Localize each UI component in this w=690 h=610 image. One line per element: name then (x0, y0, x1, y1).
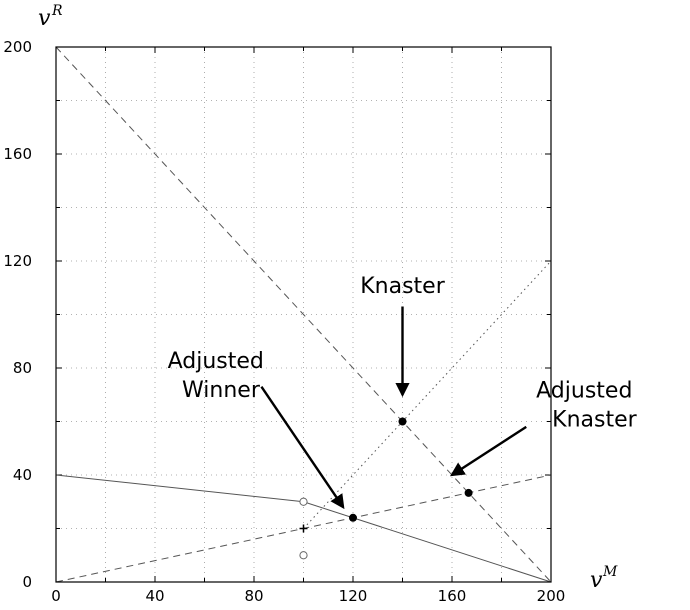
y-tick-label: 160 (3, 145, 32, 163)
series-line-dotted (303, 260, 552, 529)
x-axis-label-superscript: M (602, 564, 618, 580)
point-marker-filled (464, 488, 473, 497)
annotation-arrow (260, 386, 345, 510)
y-tick-label: 80 (13, 359, 32, 377)
y-axis-label-superscript: R (51, 3, 63, 19)
axis-labels: v Rv M (38, 3, 618, 593)
y-tick-label: 40 (13, 466, 32, 484)
markers (299, 417, 473, 560)
annotation-arrow (449, 425, 527, 477)
annotations: Knaster Adjusted Winner Adjusted Knaster (168, 274, 638, 510)
grid (56, 47, 551, 582)
annotation-label: Adjusted (536, 378, 632, 403)
point-marker-open (299, 497, 308, 506)
annotation-label: Knaster (360, 274, 445, 299)
x-tick-label: 120 (339, 587, 368, 605)
x-tick-label: 0 (51, 587, 61, 605)
point-marker-filled (398, 417, 407, 426)
annotation-label: Adjusted (168, 349, 264, 374)
x-axis-label: v (590, 568, 603, 593)
x-tick-label: 200 (537, 587, 566, 605)
y-tick-label: 200 (3, 38, 32, 56)
x-tick-label: 80 (244, 587, 263, 605)
x-tick-label: 40 (145, 587, 164, 605)
point-marker-filled (349, 513, 357, 522)
ticks: 0 40 80 120 160 200 0 40 80 120 160 200 (3, 38, 565, 605)
x-tick-label: 160 (438, 587, 467, 605)
series-line-dashed (55, 46, 552, 583)
annotation-label: Winner (182, 378, 261, 403)
y-tick-label: 0 (22, 573, 32, 591)
y-tick-label: 120 (3, 252, 32, 270)
y-axis-label: v (38, 6, 51, 31)
annotation-label: Knaster (552, 407, 637, 432)
plot-frame (55, 46, 552, 583)
point-marker-open (299, 551, 308, 560)
point-marker-plus (299, 524, 308, 533)
